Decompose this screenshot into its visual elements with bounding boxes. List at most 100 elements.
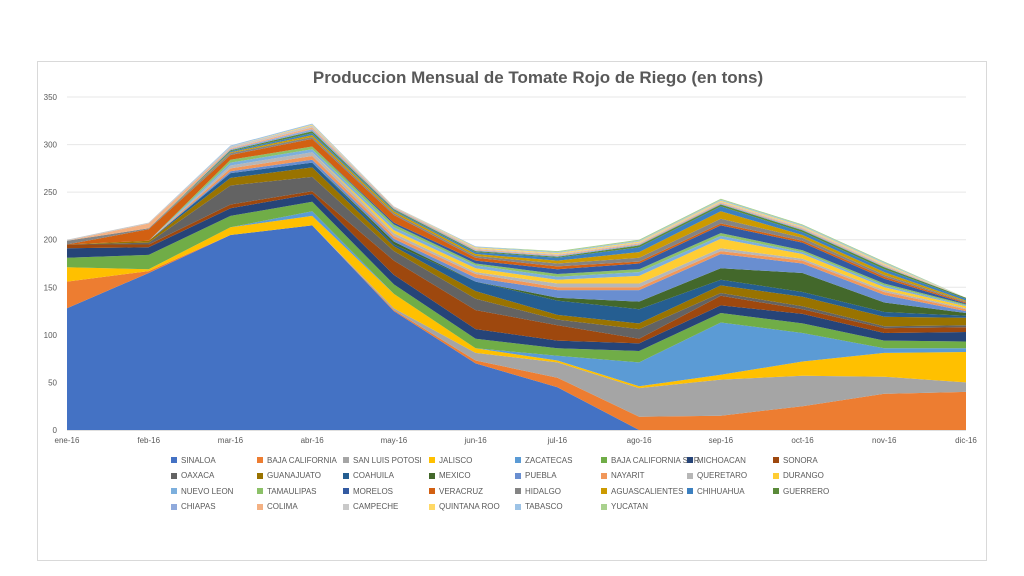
legend-label: CHIAPAS — [181, 502, 216, 511]
legend-item: COLIMA — [257, 501, 298, 513]
legend-swatch — [343, 503, 349, 510]
legend-swatch — [257, 472, 263, 479]
legend-label: JALISCO — [439, 455, 473, 465]
area-series — [67, 211, 966, 387]
legend-item: CHIHUAHUA — [687, 485, 745, 497]
area-series — [67, 159, 966, 313]
y-tick-label: 100 — [44, 331, 58, 340]
y-tick-label: 0 — [53, 426, 58, 435]
area-series — [67, 191, 966, 344]
chart-frame: Produccion Mensual de Tomate Rojo de Rie… — [37, 61, 987, 561]
legend-swatch — [171, 457, 177, 463]
legend-item: NUEVO LEON — [171, 485, 233, 497]
legend-label: NAYARIT — [611, 471, 645, 480]
x-tick-label: feb-16 — [137, 436, 160, 445]
legend-item: SINALOA — [171, 454, 216, 466]
legend-label: TAMAULIPAS — [267, 486, 317, 496]
legend-item: QUERETARO — [687, 470, 747, 482]
legend-swatch — [343, 472, 349, 479]
legend-swatch — [601, 503, 607, 510]
x-tick-label: sep-16 — [709, 436, 734, 445]
legend-item: YUCATAN — [601, 501, 648, 513]
legend-item: GUERRERO — [773, 485, 829, 497]
legend-item: NAYARIT — [601, 470, 644, 482]
legend-label: MORELOS — [353, 486, 394, 496]
legend-label: QUINTANA ROO — [439, 502, 500, 511]
legend-label: BAJA CALIFORNIA SUR — [611, 455, 700, 465]
legend-swatch — [515, 488, 521, 494]
legend-swatch — [773, 488, 779, 494]
legend-swatch — [429, 503, 435, 510]
legend-swatch — [171, 472, 177, 479]
x-tick-label: mar-16 — [218, 436, 244, 445]
legend-item: QUINTANA ROO — [429, 501, 500, 513]
legend-item: SAN LUIS POTOSI — [343, 454, 422, 466]
area-series — [67, 225, 966, 430]
chart-title: Produccion Mensual de Tomate Rojo de Rie… — [313, 68, 763, 87]
legend-swatch — [429, 457, 435, 463]
legend-label: TABASCO — [525, 502, 563, 511]
legend-item: PUEBLA — [515, 470, 557, 482]
legend-item: MEXICO — [429, 470, 471, 482]
area-series — [67, 225, 966, 430]
area-series — [67, 176, 966, 339]
legend-swatch — [429, 472, 435, 479]
area-series — [67, 167, 966, 330]
legend-swatch — [515, 472, 521, 479]
legend-swatch — [171, 503, 177, 510]
legend-swatch — [773, 457, 779, 463]
legend-swatch — [343, 457, 349, 463]
legend-item: ZACATECAS — [515, 454, 572, 466]
legend-swatch — [515, 503, 521, 510]
x-tick-label: ene-16 — [55, 436, 80, 445]
legend-label: VERACRUZ — [439, 486, 484, 496]
x-tick-label: nov-16 — [872, 436, 897, 445]
legend-label: SAN LUIS POTOSI — [353, 455, 422, 465]
legend-label: ZACATECAS — [525, 455, 573, 465]
legend-label: CHIHUAHUA — [697, 486, 745, 496]
legend-label: COLIMA — [267, 502, 298, 511]
legend-item: OAXACA — [171, 470, 214, 482]
legend-item: AGUASCALIENTES — [601, 485, 683, 497]
x-tick-label: jun-16 — [464, 436, 488, 445]
legend-label: YUCATAN — [611, 502, 649, 511]
legend-label: BAJA CALIFORNIA — [267, 455, 337, 465]
legend-item: CHIAPAS — [171, 501, 216, 513]
legend-swatch — [171, 488, 177, 494]
x-tick-label: oct-16 — [791, 436, 814, 445]
legend-item: MORELOS — [343, 485, 393, 497]
legend-swatch — [687, 472, 693, 479]
legend-item: SONORA — [773, 454, 818, 466]
legend-label: PUEBLA — [525, 471, 557, 480]
legend-label: DURANGO — [783, 471, 824, 480]
legend-label: AGUASCALIENTES — [611, 486, 684, 496]
legend-item: CAMPECHE — [343, 501, 398, 513]
legend-item: BAJA CALIFORNIA — [257, 454, 337, 466]
legend-swatch — [687, 488, 693, 494]
legend-item: HIDALGO — [515, 485, 561, 497]
area-series — [67, 162, 966, 324]
legend-swatch — [429, 488, 435, 494]
legend-swatch — [343, 488, 349, 494]
legend-label: GUANAJUATO — [267, 471, 321, 480]
area-series-group — [67, 123, 966, 430]
area-series — [67, 152, 966, 309]
y-tick-label: 50 — [48, 378, 57, 387]
legend-swatch — [601, 457, 607, 463]
y-tick-label: 300 — [44, 141, 58, 150]
y-tick-label: 150 — [44, 283, 58, 292]
legend-item: JALISCO — [429, 454, 472, 466]
legend-label: MEXICO — [439, 471, 471, 480]
x-tick-label: abr-16 — [301, 436, 325, 445]
legend-item: MICHOACAN — [687, 454, 746, 466]
legend-label: COAHUILA — [353, 471, 394, 480]
legend-label: QUERETARO — [697, 471, 748, 480]
legend-label: MICHOACAN — [697, 455, 746, 465]
legend-item: TAMAULIPAS — [257, 485, 317, 497]
axis-labels: 0 50 100 150 200 250 300 350 ene-16 feb-16 mar-16 a… — [44, 93, 978, 445]
x-tick-label: may-16 — [381, 436, 408, 445]
legend-swatch — [257, 503, 263, 510]
legend-swatch — [773, 472, 779, 479]
legend-item: GUANAJUATO — [257, 470, 321, 482]
legend-swatch — [257, 488, 263, 494]
